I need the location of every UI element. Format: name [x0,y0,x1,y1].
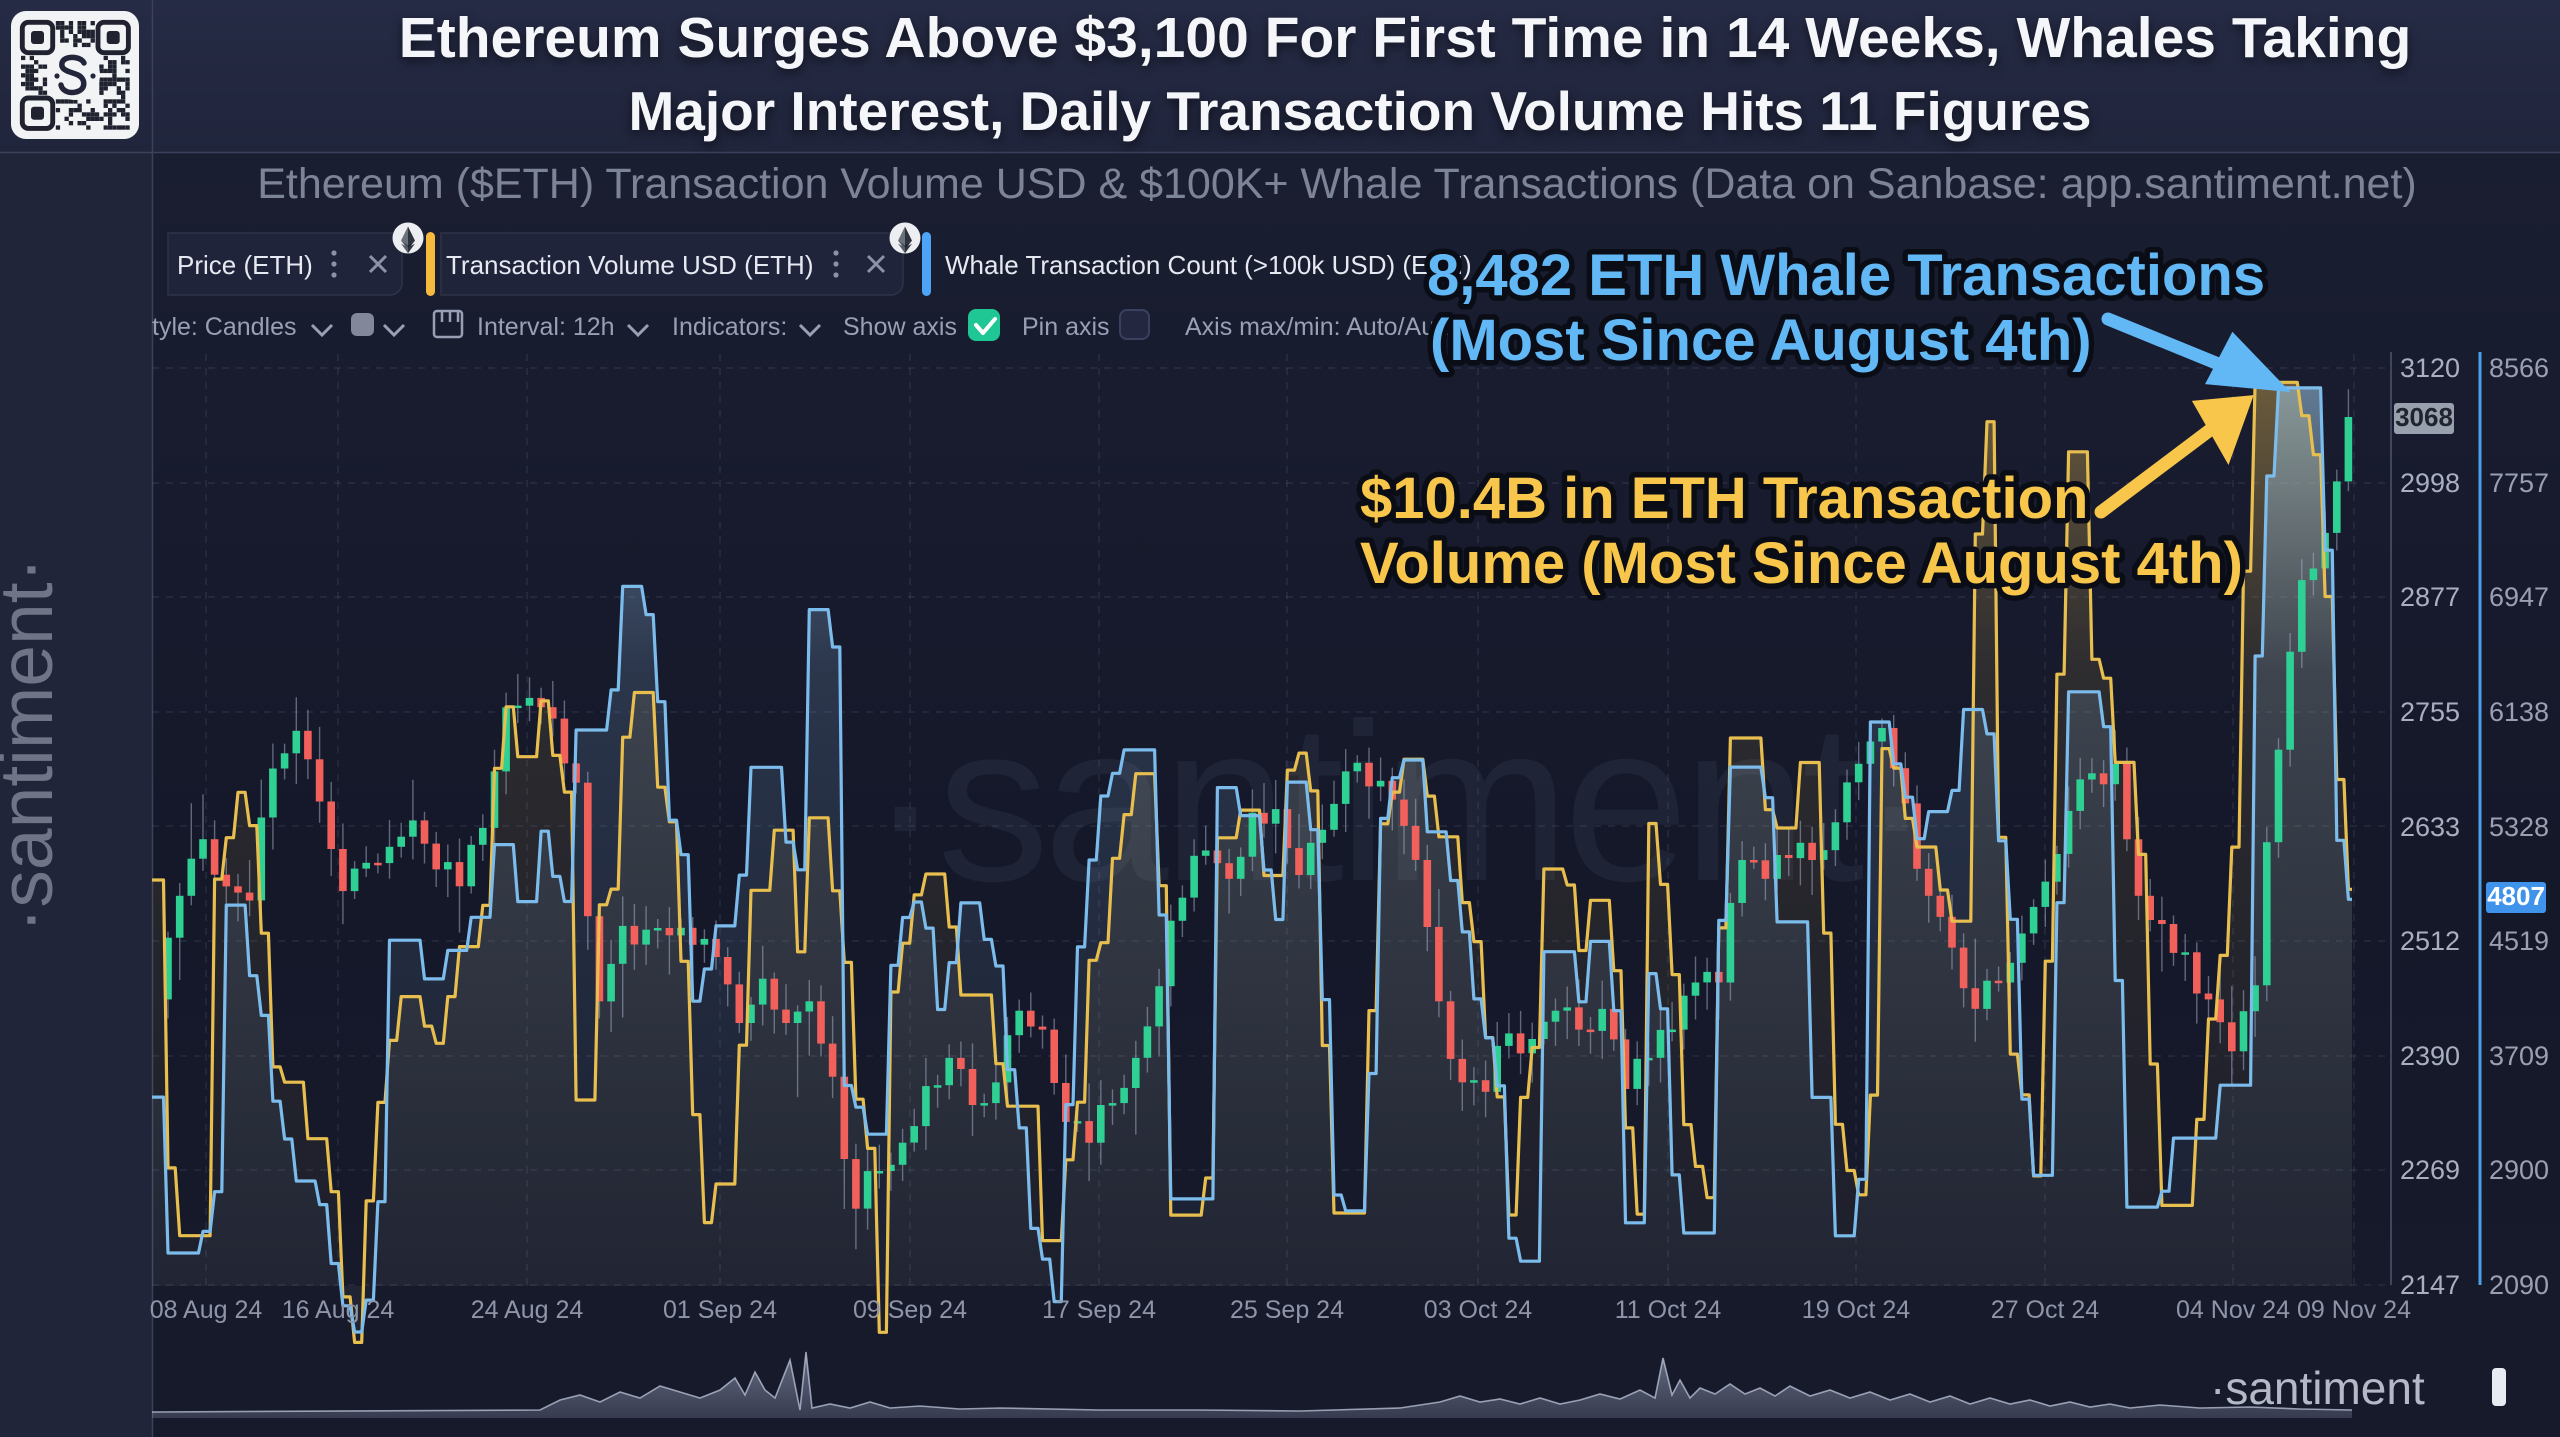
svg-text:09 Nov 24: 09 Nov 24 [2297,1296,2411,1324]
svg-text:7757: 7757 [2489,468,2549,498]
svg-text:Ethereum Surges Above $3,100 F: Ethereum Surges Above $3,100 For First T… [399,6,2412,70]
svg-text:·santiment: ·santiment [2210,1362,2425,1414]
svg-text:tyle: Candles: tyle: Candles [152,313,297,341]
svg-text:Price (ETH): Price (ETH) [177,250,313,280]
svg-text:Axis max/min: Auto/Auto: Axis max/min: Auto/Auto [1185,313,1456,341]
svg-text:2633: 2633 [2400,812,2460,842]
svg-text:Whale Transaction Count (>100k: Whale Transaction Count (>100k USD) (ETH… [945,250,1472,280]
svg-text:17 Sep 24: 17 Sep 24 [1042,1296,1156,1324]
svg-text:5328: 5328 [2489,812,2549,842]
svg-text:·santiment·: ·santiment· [0,557,68,932]
svg-text:Volume (Most Since August 4th): Volume (Most Since August 4th) [1360,531,2243,596]
svg-text:2390: 2390 [2400,1041,2460,1071]
svg-text:3120: 3120 [2400,353,2460,383]
svg-text:4807: 4807 [2487,881,2545,911]
svg-text:$10.4B in ETH Transaction: $10.4B in ETH Transaction [1360,466,2088,531]
svg-text:8566: 8566 [2489,353,2549,383]
svg-text:3068: 3068 [2395,402,2453,432]
svg-text:24 Aug 24: 24 Aug 24 [471,1296,584,1324]
svg-text:2147: 2147 [2400,1270,2460,1300]
svg-text:09 Sep 24: 09 Sep 24 [853,1296,967,1324]
svg-text:8,482 ETH Whale Transactions: 8,482 ETH Whale Transactions [1427,243,2265,308]
svg-text:3709: 3709 [2489,1041,2549,1071]
svg-text:16 Aug 24: 16 Aug 24 [282,1296,395,1324]
svg-text:4519: 4519 [2489,926,2549,956]
svg-text:25 Sep 24: 25 Sep 24 [1230,1296,1344,1324]
svg-text:Indicators:: Indicators: [672,313,787,341]
svg-text:19 Oct 24: 19 Oct 24 [1802,1296,1910,1324]
svg-text:2877: 2877 [2400,582,2460,612]
svg-text:Interval: 12h: Interval: 12h [477,313,615,341]
svg-text:08 Aug 24: 08 Aug 24 [150,1296,263,1324]
svg-text:Show axis: Show axis [843,313,957,341]
svg-text:2900: 2900 [2489,1155,2549,1185]
svg-text:11 Oct 24: 11 Oct 24 [1615,1296,1722,1324]
svg-text:27 Oct 24: 27 Oct 24 [1991,1296,2099,1324]
svg-text:2755: 2755 [2400,697,2460,727]
svg-text:2090: 2090 [2489,1270,2549,1300]
svg-text:01 Sep 24: 01 Sep 24 [663,1296,777,1324]
svg-text:6947: 6947 [2489,582,2549,612]
svg-text:04 Nov 24: 04 Nov 24 [2176,1296,2290,1324]
svg-text:2998: 2998 [2400,468,2460,498]
svg-text:2269: 2269 [2400,1155,2460,1185]
svg-text:Transaction Volume USD (ETH): Transaction Volume USD (ETH) [446,250,813,280]
svg-text:03 Oct 24: 03 Oct 24 [1424,1296,1532,1324]
svg-text:Ethereum ($ETH) Transaction Vo: Ethereum ($ETH) Transaction Volume USD &… [257,160,2416,208]
svg-text:6138: 6138 [2489,697,2549,727]
svg-text:(Most Since August 4th): (Most Since August 4th) [1430,308,2092,373]
svg-text:Pin axis: Pin axis [1022,313,1110,341]
svg-text:2512: 2512 [2400,926,2460,956]
svg-text:Major Interest, Daily Transact: Major Interest, Daily Transaction Volume… [628,80,2091,142]
